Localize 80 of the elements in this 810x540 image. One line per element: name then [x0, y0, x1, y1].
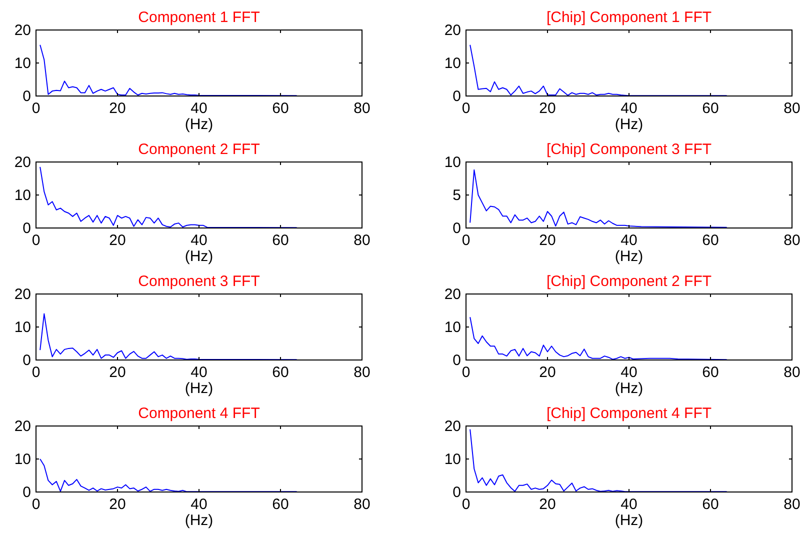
y-tick-label: 0 — [22, 88, 31, 105]
x-tick-label: 40 — [190, 232, 208, 249]
x-tick-label: 40 — [620, 364, 638, 381]
x-tick-label: 80 — [354, 100, 370, 117]
x-axis-title: (Hz) — [614, 512, 644, 529]
y-tick-label: 10 — [444, 319, 461, 336]
x-tick-label: 20 — [109, 364, 126, 381]
x-tick-label: 80 — [784, 364, 800, 381]
line-series — [40, 458, 298, 492]
x-axis-title: (Hz) — [614, 380, 644, 397]
x-axis-title: (Hz) — [184, 380, 214, 397]
line-series — [470, 44, 728, 96]
y-tick-label: 5 — [452, 187, 461, 204]
x-tick-label: 20 — [109, 232, 126, 249]
y-tick-label: 10 — [14, 319, 31, 336]
x-axis-title: (Hz) — [184, 248, 214, 265]
y-tick-label: 10 — [444, 451, 461, 468]
y-tick-label: 20 — [444, 418, 461, 435]
y-tick-label: 20 — [14, 154, 31, 171]
x-tick-label: 60 — [272, 364, 289, 381]
y-tick-label: 20 — [14, 418, 31, 435]
line-series — [40, 166, 298, 228]
x-tick-label: 80 — [354, 232, 370, 249]
x-tick-label: 80 — [784, 100, 800, 117]
line-series — [470, 316, 728, 360]
x-tick-label: 60 — [702, 100, 719, 117]
y-tick-label: 0 — [452, 484, 461, 501]
line-series — [470, 169, 728, 228]
y-tick-label: 0 — [22, 484, 31, 501]
x-tick-label: 40 — [190, 100, 208, 117]
y-tick-label: 10 — [14, 451, 31, 468]
x-tick-label: 40 — [190, 496, 208, 513]
line-series — [470, 428, 728, 492]
x-tick-label: 60 — [702, 496, 719, 513]
y-tick-label: 20 — [14, 286, 31, 303]
x-tick-label: 20 — [109, 100, 126, 117]
chart-title: [Chip] Component 4 FFT — [546, 405, 712, 422]
y-tick-label: 10 — [14, 187, 31, 204]
x-tick-label: 20 — [539, 364, 556, 381]
x-tick-label: 60 — [272, 232, 289, 249]
line-series — [40, 313, 298, 360]
y-tick-label: 20 — [444, 286, 461, 303]
y-tick-label: 10 — [444, 55, 461, 72]
x-tick-label: 20 — [539, 100, 556, 117]
chart-title: Component 2 FFT — [138, 141, 260, 158]
x-tick-label: 40 — [620, 496, 638, 513]
x-tick-label: 80 — [354, 364, 370, 381]
y-tick-label: 20 — [14, 22, 31, 39]
x-tick-label: 20 — [539, 496, 556, 513]
chart-title: [Chip] Component 2 FFT — [546, 273, 712, 290]
y-tick-label: 20 — [444, 22, 461, 39]
y-tick-label: 0 — [452, 352, 461, 369]
x-tick-label: 60 — [702, 232, 719, 249]
x-tick-label: 20 — [539, 232, 556, 249]
y-tick-label: 0 — [22, 352, 31, 369]
x-tick-label: 80 — [784, 232, 800, 249]
chart-title: Component 4 FFT — [138, 405, 260, 422]
chart-title: Component 3 FFT — [138, 273, 260, 290]
chart-title: Component 1 FFT — [138, 9, 260, 26]
x-axis-title: (Hz) — [614, 248, 644, 265]
x-axis-title: (Hz) — [184, 116, 214, 133]
x-tick-label: 20 — [109, 496, 126, 513]
y-tick-label: 10 — [14, 55, 31, 72]
chart-title: [Chip] Component 1 FFT — [546, 9, 712, 26]
y-tick-label: 0 — [452, 220, 461, 237]
y-tick-label: 10 — [444, 154, 461, 171]
chart-title: [Chip] Component 3 FFT — [546, 141, 712, 158]
x-tick-label: 80 — [784, 496, 800, 513]
y-tick-label: 0 — [22, 220, 31, 237]
y-tick-label: 0 — [452, 88, 461, 105]
line-series — [40, 44, 298, 96]
x-tick-label: 60 — [272, 496, 289, 513]
x-tick-label: 40 — [190, 364, 208, 381]
x-tick-label: 40 — [620, 100, 638, 117]
x-tick-label: 40 — [620, 232, 638, 249]
x-axis-title: (Hz) — [614, 116, 644, 133]
x-tick-label: 60 — [702, 364, 719, 381]
x-tick-label: 60 — [272, 100, 289, 117]
x-axis-title: (Hz) — [184, 512, 214, 529]
x-tick-label: 80 — [354, 496, 370, 513]
